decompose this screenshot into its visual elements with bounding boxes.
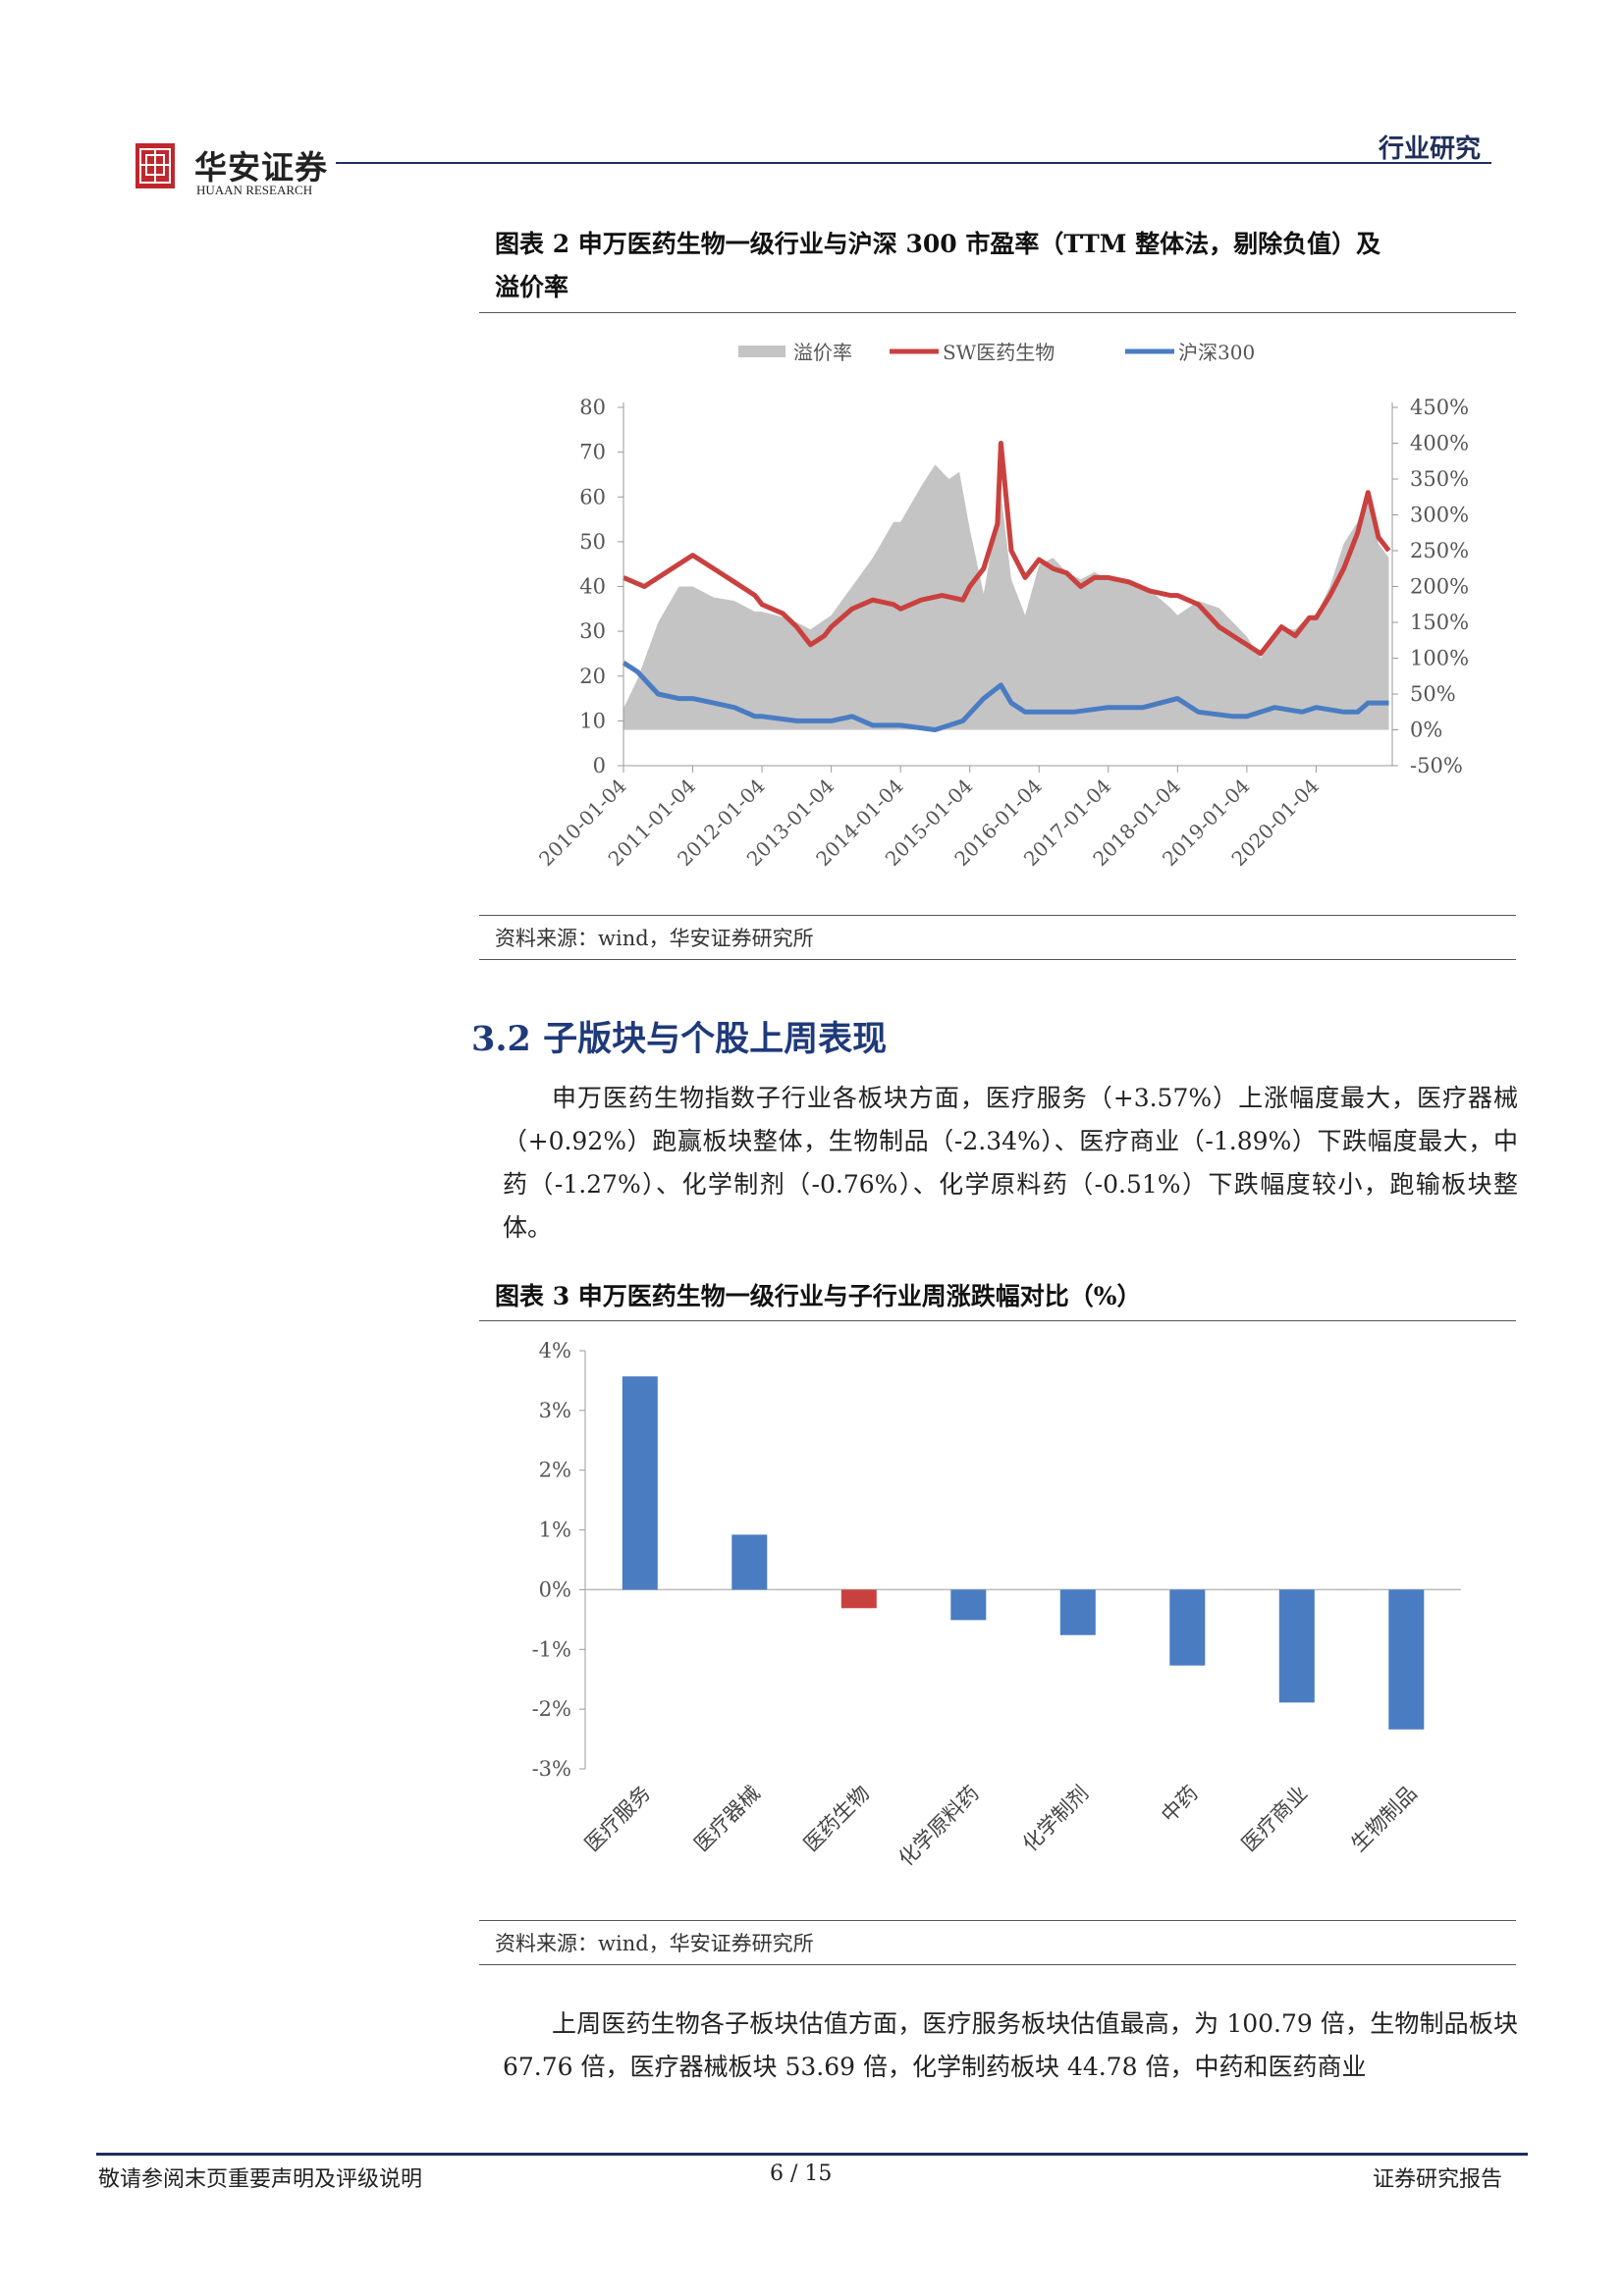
logo-text: 华安证券 — [194, 148, 328, 187]
logo-seal-icon — [139, 148, 171, 184]
header-rule — [336, 162, 1491, 164]
y-tick-label: 1% — [539, 1519, 571, 1542]
y-tick-label: -1% — [532, 1637, 571, 1661]
category-label: 医疗器械 — [689, 1782, 764, 1856]
section-title: 3.2 子版块与个股上周表现 — [471, 1019, 888, 1059]
left-tick-label: 50 — [579, 530, 606, 554]
hs300-pe-line — [622, 660, 1389, 732]
left-tick-label: 60 — [579, 485, 606, 508]
legend-swatch-premium — [738, 346, 785, 357]
right-tick-label: 150% — [1410, 611, 1469, 634]
figure2-bottom-rule — [479, 915, 1516, 916]
footer-disclaimer: 敬请参阅末页重要声明及评级说明 — [98, 2167, 423, 2192]
bar-化学原料药 — [950, 1589, 987, 1621]
figure3-source: 资料来源：wind，华安证券研究所 — [495, 1932, 814, 1955]
figure2-top-rule — [479, 312, 1516, 313]
left-tick-label: 20 — [579, 665, 606, 688]
y-tick-label: 0% — [539, 1577, 571, 1601]
valuation-paragraph: 上周医药生物各子板块估值方面，医疗服务板块估值最高，为 100.79 倍，生物制… — [503, 2009, 1518, 2081]
legend-label-premium: 溢价率 — [793, 341, 852, 364]
footer-rule — [96, 2153, 1528, 2156]
category-label: 化学原料药 — [894, 1782, 984, 1871]
logo-mark — [135, 143, 175, 188]
subindustry-bar-chart: -3% -2% -1% 0% 1% 2% 3% 4% 医疗服务 医疗器械 医药生物 化学原料药 化学制剂… — [532, 1339, 1461, 1871]
logo-subtext: HUAAN RESEARCH — [196, 183, 313, 197]
bar-医药生物 — [840, 1589, 877, 1609]
right-tick-label: 250% — [1410, 539, 1469, 562]
right-tick-label: 50% — [1410, 682, 1456, 706]
section-tag: 行业研究 — [1378, 134, 1481, 164]
figure3-top-rule — [479, 1320, 1516, 1321]
left-tick-label: 80 — [579, 396, 606, 419]
right-tick-label: 100% — [1410, 647, 1469, 670]
bar-生物制品 — [1388, 1589, 1425, 1730]
left-tick-label: 10 — [579, 709, 606, 732]
bar-医疗器械 — [731, 1534, 768, 1590]
bar-医疗服务 — [622, 1376, 658, 1590]
legend-label-hs300: 沪深300 — [1178, 341, 1255, 364]
bar-中药 — [1169, 1589, 1206, 1666]
y-tick-label: 2% — [539, 1459, 571, 1482]
category-label: 医药生物 — [799, 1782, 874, 1856]
right-tick-label: 350% — [1410, 467, 1469, 491]
section-paragraph: 申万医药生物指数子行业各板块方面，医疗服务（+3.57%）上涨幅度最大，医疗器械… — [503, 1084, 1518, 1242]
bar-医疗商业 — [1278, 1589, 1315, 1703]
y-tick-label: 4% — [539, 1339, 571, 1362]
left-tick-label: 70 — [579, 441, 606, 464]
category-label: 医疗商业 — [1237, 1782, 1312, 1856]
right-tick-label: 0% — [1410, 719, 1442, 742]
figure3-bottom-rule — [479, 1920, 1516, 1921]
legend-label-sw: SW医药生物 — [943, 341, 1055, 364]
right-tick-label: 200% — [1410, 575, 1469, 599]
bar-化学制剂 — [1059, 1589, 1096, 1635]
chart2-legend: 溢价率 SW医药生物 沪深300 — [738, 341, 1255, 364]
y-tick-label: -3% — [532, 1757, 571, 1781]
figure3-source-rule — [479, 1964, 1516, 1965]
left-tick-label: 0 — [593, 754, 606, 777]
right-tick-label: 300% — [1410, 504, 1469, 527]
left-tick-label: 40 — [579, 575, 606, 599]
footer-report-type: 证券研究报告 — [1372, 2167, 1502, 2192]
y-tick-label: -2% — [532, 1697, 571, 1721]
right-tick-label: 400% — [1410, 432, 1469, 455]
figure2-source-rule — [479, 959, 1516, 960]
right-tick-label: -50% — [1410, 754, 1463, 777]
category-label: 化学制剂 — [1018, 1782, 1093, 1856]
figure2-source: 资料来源：wind，华安证券研究所 — [495, 927, 814, 950]
right-tick-label: 450% — [1410, 396, 1469, 419]
figure2-caption-line2: 溢价率 — [495, 273, 569, 301]
left-tick-label: 30 — [579, 619, 606, 643]
y-tick-label: 3% — [539, 1399, 571, 1422]
pe-premium-chart: 溢价率 SW医药生物 沪深300 0 10 20 30 40 50 60 70 80 -50% 0%… — [534, 341, 1469, 871]
figure2-caption-line1: 图表 2 申万医药生物一级行业与沪深 300 市盈率（TTM 整体法，剔除负值）… — [495, 230, 1381, 258]
page-number: 6 / 15 — [770, 2162, 833, 2186]
category-label: 医疗服务 — [580, 1782, 655, 1856]
category-label: 中药 — [1157, 1782, 1203, 1828]
category-label: 生物制品 — [1346, 1782, 1421, 1856]
premium-area — [623, 464, 1389, 730]
figure3-caption: 图表 3 申万医药生物一级行业与子行业周涨跌幅对比（%） — [495, 1282, 1142, 1310]
sw-pe-line — [623, 441, 1391, 657]
